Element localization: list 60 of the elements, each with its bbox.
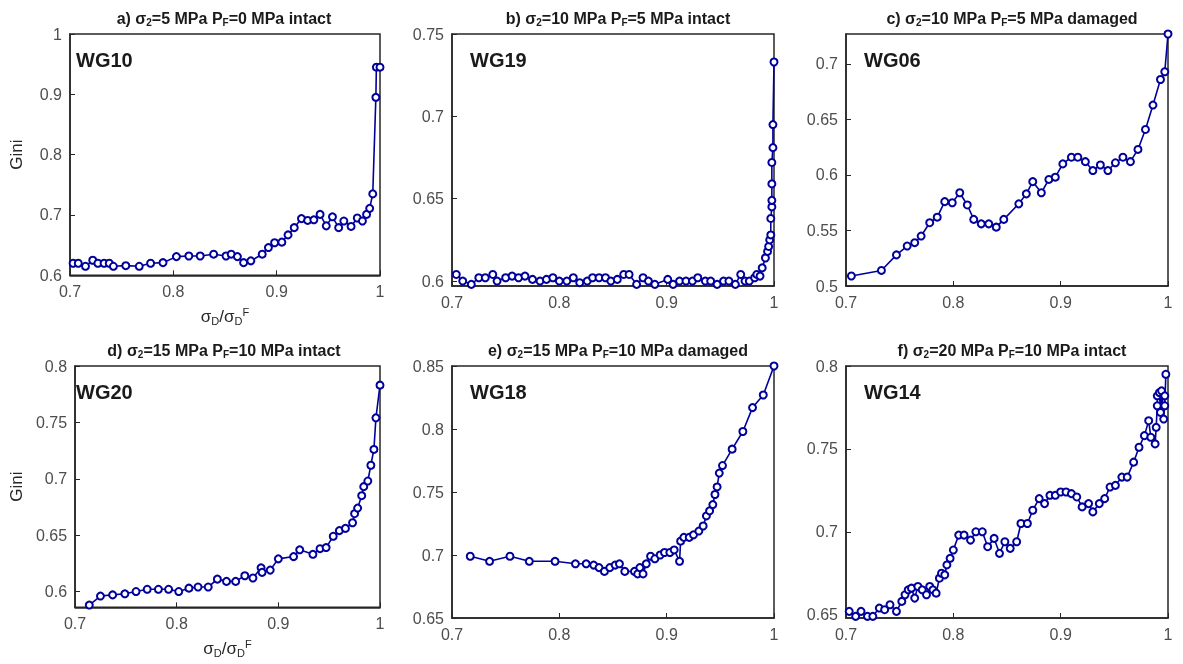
y-tick-label: 0.75 bbox=[35, 413, 68, 431]
y-tick-label: 0.65 bbox=[806, 606, 839, 624]
x-tick-label: 1 bbox=[375, 282, 385, 300]
y-tick-label: 0.75 bbox=[412, 25, 445, 43]
annotation: WG20 bbox=[76, 381, 133, 403]
x-tick-label: 0.8 bbox=[548, 625, 571, 643]
y-tick-label: 0.7 bbox=[815, 523, 839, 541]
x-tick-label: 0.7 bbox=[58, 282, 82, 300]
y-tick-label: 0.6 bbox=[421, 272, 445, 290]
y-tick-label: 0.55 bbox=[806, 221, 839, 239]
x-tick-label: 0.9 bbox=[265, 282, 288, 300]
x-tick-label: 1 bbox=[769, 293, 779, 311]
x-tick-label: 0.9 bbox=[267, 614, 290, 632]
y-tick-label: 0.7 bbox=[815, 55, 839, 73]
x-tick-label: 0.8 bbox=[162, 282, 185, 300]
x-tick-label: 1 bbox=[1163, 625, 1173, 643]
y-tick-label: 0.8 bbox=[815, 357, 839, 375]
annotation: WG06 bbox=[864, 49, 921, 71]
x-tick-label: 0.9 bbox=[1049, 625, 1072, 643]
y-axis-title: Gini bbox=[7, 139, 26, 170]
x-tick-label: 1 bbox=[375, 614, 385, 632]
x-tick-label: 0.7 bbox=[63, 614, 87, 632]
x-tick-label: 0.8 bbox=[548, 293, 571, 311]
y-tick-label: 0.6 bbox=[39, 266, 63, 284]
y-tick-label: 0.85 bbox=[412, 357, 445, 375]
y-tick-label: 0.7 bbox=[44, 470, 68, 488]
x-tick-label: 0.7 bbox=[834, 625, 858, 643]
y-tick-label: 0.75 bbox=[412, 483, 445, 501]
y-tick-label: 0.6 bbox=[44, 583, 68, 601]
annotation: WG19 bbox=[470, 49, 527, 71]
annotation: WG10 bbox=[76, 49, 133, 71]
x-tick-label: 0.9 bbox=[1049, 293, 1072, 311]
x-tick-label: 1 bbox=[1163, 293, 1173, 311]
y-tick-label: 0.8 bbox=[39, 146, 63, 164]
y-axis-title: Gini bbox=[7, 471, 26, 502]
x-tick-label: 0.8 bbox=[165, 614, 188, 632]
y-tick-label: 0.65 bbox=[35, 526, 68, 544]
annotation: WG18 bbox=[470, 381, 527, 403]
x-tick-label: 0.7 bbox=[440, 625, 464, 643]
x-tick-label: 0.9 bbox=[655, 293, 678, 311]
x-tick-label: 0.8 bbox=[942, 293, 965, 311]
x-tick-label: 1 bbox=[769, 625, 779, 643]
x-tick-label: 0.8 bbox=[942, 625, 965, 643]
y-tick-label: 0.9 bbox=[39, 85, 63, 103]
y-tick-label: 0.65 bbox=[412, 190, 445, 208]
y-tick-label: 0.5 bbox=[815, 277, 839, 295]
annotation: WG14 bbox=[864, 381, 922, 403]
y-tick-label: 1 bbox=[53, 25, 63, 43]
y-tick-label: 0.7 bbox=[421, 546, 445, 564]
y-tick-label: 0.65 bbox=[806, 110, 839, 128]
x-tick-label: 0.9 bbox=[655, 625, 678, 643]
y-tick-label: 0.6 bbox=[815, 166, 839, 184]
y-tick-label: 0.7 bbox=[421, 107, 445, 125]
y-tick-label: 0.8 bbox=[421, 420, 445, 438]
y-tick-label: 0.8 bbox=[44, 357, 68, 375]
y-tick-label: 0.7 bbox=[39, 206, 63, 224]
y-tick-label: 0.65 bbox=[412, 609, 445, 627]
x-tick-label: 0.7 bbox=[834, 293, 858, 311]
x-tick-label: 0.7 bbox=[440, 293, 464, 311]
y-tick-label: 0.75 bbox=[806, 440, 839, 458]
